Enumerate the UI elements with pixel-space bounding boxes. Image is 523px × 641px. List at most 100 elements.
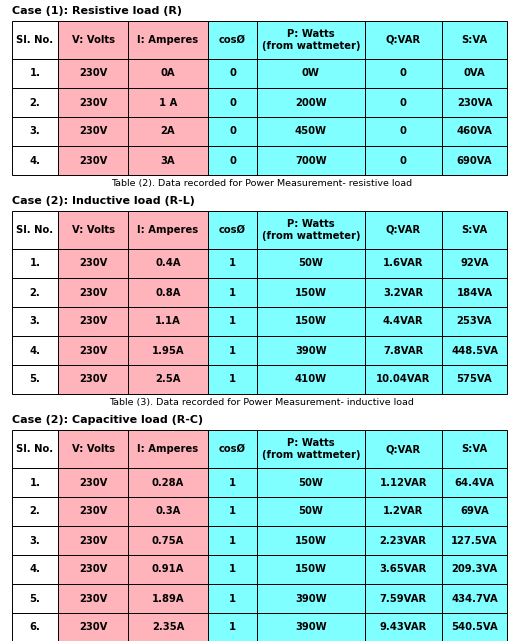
Bar [128, 497, 208, 526]
Text: 230V: 230V [79, 594, 107, 603]
Bar [12, 88, 58, 117]
Bar [208, 555, 257, 584]
Bar [58, 59, 128, 88]
Bar [12, 21, 58, 59]
Bar [365, 555, 442, 584]
Text: Case (2): Inductive load (R-L): Case (2): Inductive load (R-L) [12, 196, 195, 206]
Bar [128, 117, 208, 146]
Text: 1: 1 [229, 535, 236, 545]
Text: 1.: 1. [29, 478, 40, 488]
Text: 575VA: 575VA [457, 374, 492, 385]
Text: 5.: 5. [30, 374, 40, 385]
Bar [365, 307, 442, 336]
Bar [208, 59, 257, 88]
Text: 1: 1 [229, 345, 236, 356]
Bar [208, 336, 257, 365]
Bar [442, 336, 507, 365]
Text: V: Volts: V: Volts [72, 225, 115, 235]
Text: 390W: 390W [295, 622, 326, 633]
Bar [58, 365, 128, 394]
Bar [257, 88, 365, 117]
Text: 230V: 230V [79, 156, 107, 165]
Bar [365, 146, 442, 175]
Text: 230V: 230V [79, 374, 107, 385]
Bar [58, 497, 128, 526]
Text: Table (3). Data recorded for Power Measurement- inductive load: Table (3). Data recorded for Power Measu… [109, 398, 414, 407]
Text: 2.: 2. [30, 97, 40, 108]
Text: 450W: 450W [295, 126, 327, 137]
Text: 1: 1 [229, 288, 236, 297]
Text: 230V: 230V [79, 478, 107, 488]
Text: 4.: 4. [29, 156, 40, 165]
Text: 4.4VAR: 4.4VAR [383, 317, 424, 326]
Text: 1: 1 [229, 374, 236, 385]
Bar [365, 584, 442, 613]
Bar [442, 88, 507, 117]
Bar [257, 365, 365, 394]
Bar [12, 613, 58, 641]
Bar [208, 613, 257, 641]
Bar [12, 336, 58, 365]
Text: 0.4A: 0.4A [155, 258, 181, 269]
Bar [365, 336, 442, 365]
Text: Case (2): Capacitive load (R-C): Case (2): Capacitive load (R-C) [12, 415, 203, 425]
Text: 2.23VAR: 2.23VAR [380, 535, 427, 545]
Bar [365, 526, 442, 555]
Bar [365, 249, 442, 278]
Bar [257, 497, 365, 526]
Text: 5.: 5. [30, 594, 40, 603]
Bar [58, 613, 128, 641]
Bar [257, 555, 365, 584]
Text: 230V: 230V [79, 97, 107, 108]
Bar [128, 146, 208, 175]
Text: 1: 1 [229, 594, 236, 603]
Text: 0VA: 0VA [463, 69, 485, 78]
Bar [12, 211, 58, 249]
Text: V: Volts: V: Volts [72, 444, 115, 454]
Bar [128, 336, 208, 365]
Bar [12, 584, 58, 613]
Bar [257, 526, 365, 555]
Text: 2.: 2. [30, 288, 40, 297]
Bar [257, 249, 365, 278]
Bar [58, 307, 128, 336]
Bar [58, 584, 128, 613]
Bar [442, 613, 507, 641]
Text: 0: 0 [400, 69, 407, 78]
Text: 150W: 150W [295, 288, 327, 297]
Text: 0W: 0W [302, 69, 320, 78]
Bar [208, 278, 257, 307]
Bar [12, 365, 58, 394]
Text: 2.5A: 2.5A [155, 374, 181, 385]
Bar [208, 146, 257, 175]
Text: 1: 1 [229, 258, 236, 269]
Bar [257, 211, 365, 249]
Text: 1: 1 [229, 478, 236, 488]
Text: Sl. No.: Sl. No. [16, 225, 53, 235]
Text: I: Amperes: I: Amperes [138, 35, 199, 45]
Text: I: Amperes: I: Amperes [138, 444, 199, 454]
Text: 50W: 50W [298, 258, 323, 269]
Text: 1: 1 [229, 317, 236, 326]
Text: 230V: 230V [79, 345, 107, 356]
Bar [58, 336, 128, 365]
Text: 390W: 390W [295, 594, 326, 603]
Text: 3.: 3. [30, 535, 40, 545]
Text: 50W: 50W [298, 506, 323, 517]
Text: 3.: 3. [30, 126, 40, 137]
Bar [12, 430, 58, 468]
Text: 184VA: 184VA [457, 288, 493, 297]
Bar [208, 117, 257, 146]
Text: 690VA: 690VA [457, 156, 492, 165]
Bar [365, 468, 442, 497]
Bar [58, 430, 128, 468]
Text: 6.: 6. [30, 622, 40, 633]
Bar [257, 21, 365, 59]
Bar [257, 613, 365, 641]
Bar [12, 59, 58, 88]
Text: 1.95A: 1.95A [152, 345, 184, 356]
Text: 3.65VAR: 3.65VAR [380, 565, 427, 574]
Text: P: Watts
(from wattmeter): P: Watts (from wattmeter) [262, 29, 360, 51]
Text: 0: 0 [229, 156, 236, 165]
Bar [365, 278, 442, 307]
